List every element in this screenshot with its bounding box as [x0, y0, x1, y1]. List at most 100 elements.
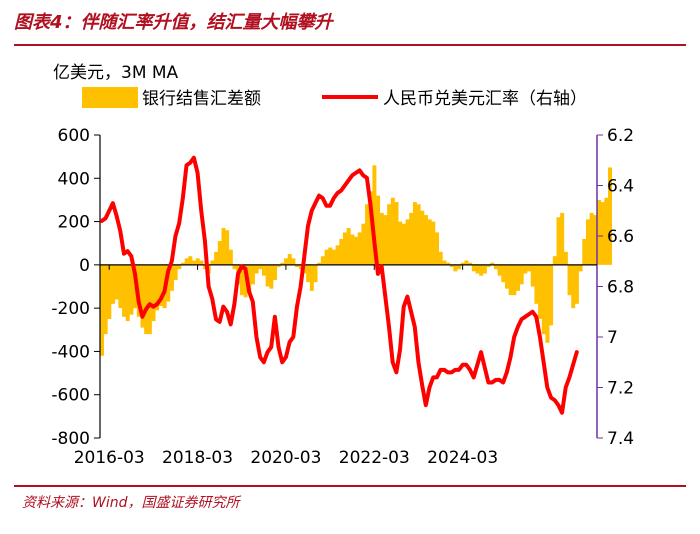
bar — [512, 264, 517, 296]
bar — [273, 264, 278, 281]
left-tick-label: -800 — [51, 429, 90, 449]
bar — [342, 232, 347, 265]
bar — [453, 264, 458, 272]
bar — [365, 204, 370, 265]
bar — [346, 228, 351, 265]
bar — [372, 165, 377, 265]
bar — [173, 264, 178, 281]
bar — [331, 249, 336, 265]
bar — [354, 236, 358, 265]
bar — [475, 264, 480, 274]
bar — [276, 264, 281, 268]
legend-line-label: 人民币兑美元汇率（右轴） — [383, 89, 587, 109]
bar — [523, 264, 528, 274]
bar — [493, 264, 498, 270]
bar — [549, 264, 554, 326]
bar — [184, 258, 189, 265]
bar — [210, 260, 215, 265]
title-rule — [14, 44, 686, 46]
bar — [589, 212, 594, 265]
x-tick-label: 2024-03 — [427, 448, 498, 468]
left-tick-label: -200 — [51, 299, 90, 319]
bar — [107, 264, 112, 319]
bar — [578, 264, 583, 272]
bar — [166, 264, 171, 302]
bar — [431, 221, 436, 265]
bar — [556, 217, 561, 265]
bar — [258, 264, 263, 270]
bar — [265, 264, 270, 287]
bar — [508, 264, 513, 296]
bar — [217, 241, 222, 265]
left-tick-label: -600 — [51, 386, 90, 406]
legend: 银行结售汇差额 人民币兑美元汇率（右轴） — [82, 87, 587, 109]
bar — [446, 262, 451, 265]
bar — [383, 215, 388, 265]
bar — [180, 262, 185, 265]
bar — [199, 260, 204, 265]
source-note: 资料来源：Wind，国盛证券研究所 — [22, 495, 240, 511]
bar — [442, 260, 447, 265]
bar — [232, 264, 237, 270]
bar — [214, 251, 219, 265]
bar — [287, 254, 292, 265]
bar — [114, 264, 119, 300]
bar — [608, 167, 613, 265]
bar — [416, 204, 421, 265]
bar — [350, 234, 355, 265]
bar — [254, 264, 259, 274]
bar — [468, 262, 473, 265]
bar — [125, 264, 130, 322]
bar — [534, 264, 539, 304]
left-tick-label: 400 — [58, 169, 90, 189]
x-tick-label: 2022-03 — [339, 448, 410, 468]
bar — [188, 256, 193, 265]
left-tick-label: 0 — [79, 256, 90, 276]
bar — [585, 219, 590, 265]
bar — [501, 264, 506, 283]
bar — [324, 249, 329, 265]
combo-chart: 银行结售汇差额 人民币兑美元汇率（右轴） 亿美元，3M MA 600 400 200… — [51, 63, 634, 468]
right-tick-label: 6.4 — [607, 177, 634, 197]
x-tick-label: 2020-03 — [250, 448, 321, 468]
bar — [103, 264, 108, 335]
bar — [394, 202, 399, 265]
x-tick-label: 2018-03 — [162, 448, 233, 468]
bar — [405, 219, 410, 265]
bar — [100, 264, 104, 356]
bar — [420, 210, 425, 265]
bar — [486, 264, 491, 268]
bar — [111, 264, 116, 304]
bar — [269, 264, 274, 289]
axes: 600 400 200 0 -200 -400 -600 -800 6.2 6.4 6.6 6.8 7 7… — [51, 126, 634, 468]
bar — [545, 264, 550, 343]
bar — [438, 251, 443, 265]
bar — [471, 264, 476, 272]
bar — [140, 264, 145, 328]
bar — [504, 264, 509, 289]
bar — [541, 264, 546, 335]
left-tick-label: 600 — [58, 126, 90, 146]
bar — [129, 264, 134, 315]
bar — [228, 249, 233, 265]
bar — [560, 212, 565, 265]
bar — [291, 258, 296, 265]
right-tick-label: 7 — [607, 328, 618, 348]
bar — [527, 264, 532, 272]
right-tick-label: 6.2 — [607, 126, 634, 146]
bar — [435, 232, 439, 265]
bar — [409, 212, 414, 265]
bar — [192, 260, 197, 265]
right-tick-label: 6.8 — [607, 278, 634, 298]
bar — [516, 264, 520, 291]
bar — [361, 223, 366, 265]
legend-bar-swatch — [82, 87, 138, 108]
left-axis-unit-label: 亿美元，3M MA — [53, 63, 179, 83]
bar — [320, 256, 325, 265]
bar — [398, 221, 403, 265]
bar — [284, 258, 289, 265]
bar-series — [100, 165, 613, 356]
bar — [339, 238, 344, 265]
exchange-rate-line — [99, 155, 579, 415]
bar — [247, 264, 252, 293]
